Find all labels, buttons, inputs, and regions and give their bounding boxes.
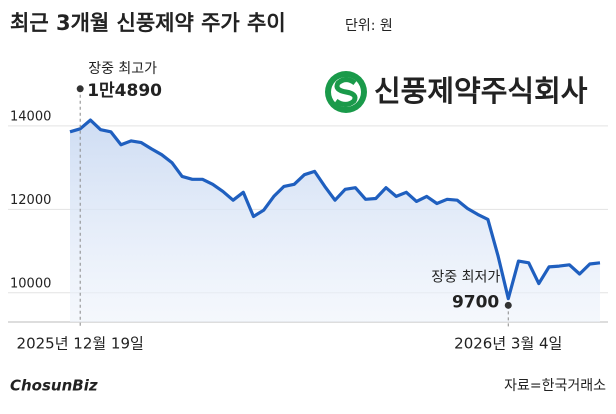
annotation-marker bbox=[504, 301, 512, 309]
x-tick-label: 2026년 3월 4일 bbox=[454, 335, 562, 353]
annotation-value: 1만4890 bbox=[87, 81, 162, 101]
source: 자료=한국거래소 bbox=[504, 378, 606, 394]
logo: 신풍제약주식회사 bbox=[325, 71, 588, 113]
area bbox=[70, 120, 600, 322]
y-tick-label: 14000 bbox=[10, 109, 51, 124]
annotation-marker bbox=[76, 85, 84, 93]
x-tick-label: 2025년 12월 19일 bbox=[17, 335, 144, 353]
line bbox=[69, 118, 601, 301]
y-tick-label: 10000 bbox=[10, 276, 51, 291]
annotation-value: 9700 bbox=[452, 292, 499, 312]
y-tick-label: 12000 bbox=[10, 193, 51, 208]
logo-s bbox=[334, 77, 358, 107]
chart-subtitle: 단위: 원 bbox=[345, 18, 393, 34]
logo-text: 신풍제약주식회사 bbox=[374, 74, 588, 108]
chart-title: 최근 3개월 신풍제약 주가 추이 bbox=[10, 11, 286, 35]
annotation-text: 장중 최저가 bbox=[431, 269, 500, 285]
annotation-text: 장중 최고가 bbox=[88, 61, 157, 77]
watermark: ChosunBiz bbox=[10, 377, 98, 395]
